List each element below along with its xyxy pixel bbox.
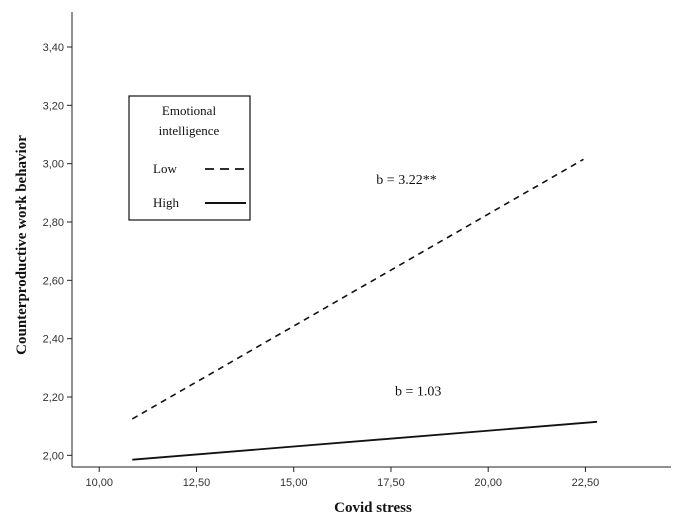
annotations: b = 3.22** b = 1.03 xyxy=(376,173,441,399)
legend-label-low: Low xyxy=(153,161,177,176)
legend-label-high: High xyxy=(153,195,180,210)
legend: Emotional intelligence Low High xyxy=(128,95,251,221)
y-tick-label: 3,40 xyxy=(43,42,64,54)
x-tick-label: 15,00 xyxy=(280,477,308,489)
slope-annotation: b = 1.03 xyxy=(395,385,441,400)
y-tick-label: 2,60 xyxy=(43,275,64,287)
legend-title-line-2: intelligence xyxy=(159,123,220,138)
x-tick-label: 22,50 xyxy=(572,477,600,489)
legend-title-line-1: Emotional xyxy=(162,103,217,118)
legend-box xyxy=(128,95,251,221)
y-tick-label: 2,40 xyxy=(43,334,64,346)
y-tick-label: 2,80 xyxy=(43,217,64,229)
y-tick-label: 3,20 xyxy=(43,100,64,112)
axes xyxy=(71,12,671,468)
x-tick-label: 12,50 xyxy=(183,477,211,489)
x-tick-label: 20,00 xyxy=(474,477,502,489)
x-ticks: 10,00 12,50 15,00 17,50 20,00 22,50 xyxy=(85,467,599,489)
y-tick-label: 3,00 xyxy=(43,159,64,171)
x-tick-label: 10,00 xyxy=(85,477,113,489)
slope-annotation: b = 3.22** xyxy=(376,173,436,188)
y-tick-label: 2,20 xyxy=(43,392,64,404)
series-line-high xyxy=(132,420,598,461)
y-tick-label: 2,00 xyxy=(43,450,64,462)
y-ticks: 2,00 2,20 2,40 2,60 2,80 3,00 3,20 3,40 xyxy=(43,42,72,462)
y-axis-title: Counterproductive work behavior xyxy=(14,135,30,355)
x-axis-title: Covid stress xyxy=(334,500,412,516)
x-tick-label: 17,50 xyxy=(377,477,405,489)
series-layer xyxy=(131,158,598,461)
series-line-low xyxy=(131,158,584,420)
